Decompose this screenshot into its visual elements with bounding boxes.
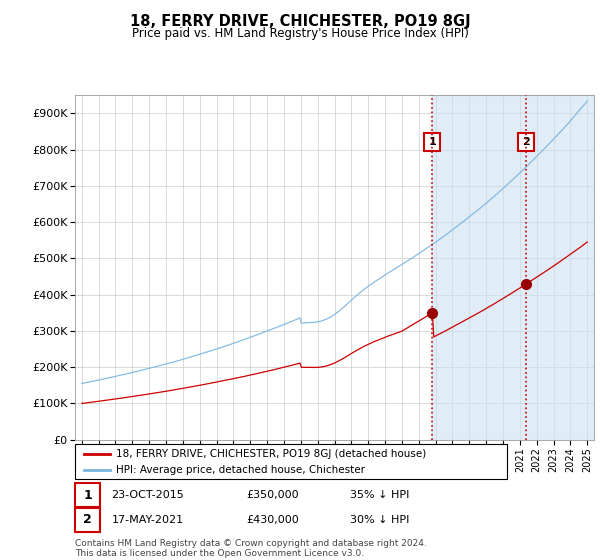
Text: 17-MAY-2021: 17-MAY-2021 <box>112 515 184 525</box>
Text: £430,000: £430,000 <box>246 515 299 525</box>
Bar <box>75 483 100 507</box>
Text: 18, FERRY DRIVE, CHICHESTER, PO19 8GJ (detached house): 18, FERRY DRIVE, CHICHESTER, PO19 8GJ (d… <box>116 449 426 459</box>
Text: 1: 1 <box>83 488 92 502</box>
Bar <box>75 507 100 532</box>
Text: 35% ↓ HPI: 35% ↓ HPI <box>350 490 409 500</box>
Text: 30% ↓ HPI: 30% ↓ HPI <box>350 515 409 525</box>
Text: 1: 1 <box>428 137 436 147</box>
Bar <box>432 95 596 440</box>
Text: Contains HM Land Registry data © Crown copyright and database right 2024.
This d: Contains HM Land Registry data © Crown c… <box>75 539 427 558</box>
Text: 2: 2 <box>523 137 530 147</box>
Text: HPI: Average price, detached house, Chichester: HPI: Average price, detached house, Chic… <box>116 465 365 475</box>
Text: 2: 2 <box>83 513 92 526</box>
Text: 18, FERRY DRIVE, CHICHESTER, PO19 8GJ: 18, FERRY DRIVE, CHICHESTER, PO19 8GJ <box>130 14 470 29</box>
Text: Price paid vs. HM Land Registry's House Price Index (HPI): Price paid vs. HM Land Registry's House … <box>131 27 469 40</box>
Text: 23-OCT-2015: 23-OCT-2015 <box>112 490 184 500</box>
Text: £350,000: £350,000 <box>246 490 299 500</box>
